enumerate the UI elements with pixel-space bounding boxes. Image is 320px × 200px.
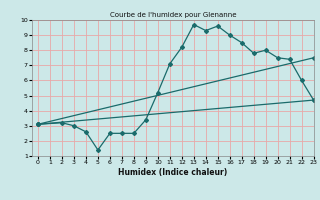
X-axis label: Humidex (Indice chaleur): Humidex (Indice chaleur) — [118, 168, 228, 177]
Title: Courbe de l'humidex pour Glenanne: Courbe de l'humidex pour Glenanne — [109, 12, 236, 18]
